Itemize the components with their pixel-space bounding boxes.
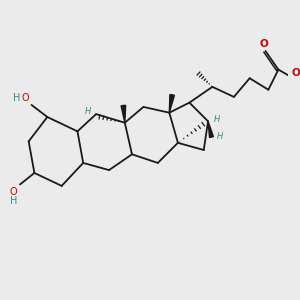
Text: O: O bbox=[291, 68, 300, 78]
Text: H: H bbox=[217, 132, 223, 141]
Polygon shape bbox=[121, 105, 126, 123]
Polygon shape bbox=[169, 94, 174, 113]
Text: H: H bbox=[13, 93, 20, 103]
Text: H: H bbox=[10, 196, 17, 206]
Text: O: O bbox=[21, 93, 29, 103]
Polygon shape bbox=[208, 121, 214, 137]
Text: H: H bbox=[214, 116, 220, 124]
Text: O: O bbox=[10, 187, 17, 196]
Text: O: O bbox=[260, 39, 268, 49]
Text: H: H bbox=[84, 107, 91, 116]
